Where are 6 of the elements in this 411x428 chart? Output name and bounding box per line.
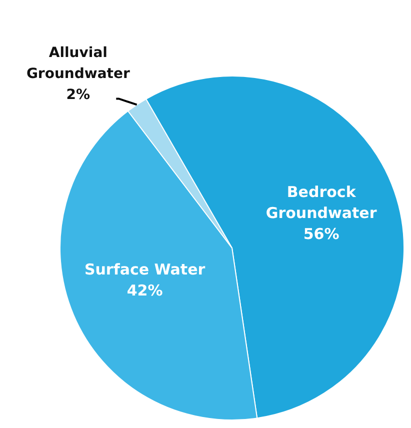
data-label: 2% [66,86,90,103]
data-label: 42% [126,282,163,300]
slice-label: Bedrock Groundwater [266,182,378,222]
data-label: 56% [303,224,340,243]
slice-label: Surface Water [84,260,206,279]
slice-label: Alluvial Groundwater [26,44,130,82]
